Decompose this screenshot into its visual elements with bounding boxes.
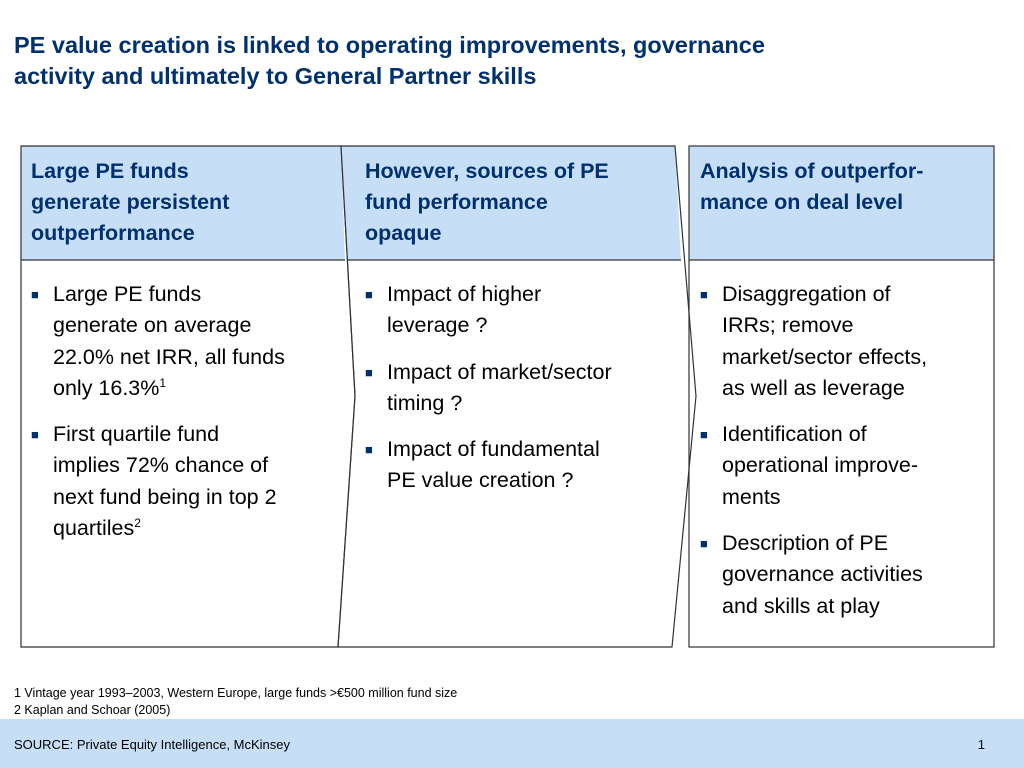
- column-1-header-line: generate persistent: [31, 190, 230, 214]
- page-title: PE value creation is linked to operating…: [14, 30, 1004, 92]
- bullet-text-line: leverage ?: [387, 313, 488, 338]
- bullet-text-line: First quartile fund: [53, 422, 220, 447]
- bullet-item: ■ Impact of higher leverage ?: [365, 279, 675, 342]
- bullet-text-line: 22.0% net IRR, all funds: [53, 344, 285, 369]
- bullet-text-line: timing ?: [387, 390, 463, 415]
- footnote-1: 1 Vintage year 1993–2003, Western Europe…: [14, 686, 458, 700]
- column-3-header-line: Analysis of outperfor-: [700, 159, 924, 183]
- column-2-bullet-list: ■ Impact of higher leverage ? ■ Impact o…: [365, 279, 675, 512]
- square-bullet-icon: ■: [365, 364, 373, 380]
- bullet-text-line: Impact of fundamental: [387, 437, 600, 462]
- page-title-line-1: PE value creation is linked to operating…: [14, 32, 765, 58]
- panel-2-outline: [337, 145, 697, 648]
- column-2-header-line: However, sources of PE: [365, 159, 609, 183]
- column-2-header-line: opaque: [365, 221, 442, 245]
- panel-1-header-fill: [21, 146, 345, 260]
- bullet-text-line: only 16.3%: [53, 375, 160, 400]
- footnote-marker: 2: [134, 515, 141, 530]
- bullet-text-line: and skills at play: [722, 593, 880, 618]
- column-3-bullet-list: ■ Disaggregation of IRRs; remove market/…: [700, 279, 995, 637]
- column-1-header-line: Large PE funds: [31, 159, 189, 183]
- bullet-item: ■ Large PE funds generate on average 22.…: [31, 279, 341, 404]
- square-bullet-icon: ■: [365, 287, 373, 302]
- bullet-text-line: Large PE funds: [53, 282, 202, 306]
- bullet-text-line: Disaggregation of: [722, 282, 891, 306]
- source-bar: SOURCE: Private Equity Intelligence, McK…: [0, 719, 1024, 768]
- bullet-text-line: quartiles: [53, 516, 135, 541]
- panel-2-header-fill: [341, 146, 681, 260]
- column-1-header-line: outperformance: [31, 221, 195, 245]
- bullet-text-line: generate on average: [53, 313, 252, 338]
- bullet-text-line: implies 72% chance of: [53, 453, 269, 478]
- bullet-text-line: market/sector effects,: [722, 344, 928, 369]
- bullet-text-line: operational improve-: [722, 453, 918, 478]
- bullet-text-line: IRRs; remove: [722, 313, 854, 338]
- footnote-2: 2 Kaplan and Schoar (2005): [14, 703, 171, 717]
- panel-3-header-fill: [689, 146, 994, 260]
- bullet-text-line: Impact of market/sector: [387, 359, 612, 384]
- square-bullet-icon: ■: [700, 536, 708, 552]
- bullet-text-line: next fund being in top 2: [53, 484, 277, 509]
- column-1-bullet-list: ■ Large PE funds generate on average 22.…: [31, 279, 341, 559]
- square-bullet-icon: ■: [700, 287, 708, 302]
- bullet-text-line: as well as leverage: [722, 375, 905, 400]
- page-title-line-2: activity and ultimately to General Partn…: [14, 63, 537, 89]
- column-2-header-line: fund performance: [365, 190, 548, 214]
- page-number: 1: [977, 737, 985, 752]
- column-3-header-line: mance on deal level: [700, 190, 904, 214]
- bullet-text-line: Impact of higher: [387, 282, 542, 306]
- bullet-item: ■ Disaggregation of IRRs; remove market/…: [700, 279, 995, 404]
- square-bullet-icon: ■: [31, 287, 39, 302]
- square-bullet-icon: ■: [365, 442, 373, 458]
- square-bullet-icon: ■: [700, 427, 708, 443]
- bullet-item: ■ Impact of fundamental PE value creatio…: [365, 434, 675, 497]
- bullet-text-line: governance activities: [722, 562, 923, 587]
- footnote-marker: 1: [159, 375, 167, 390]
- bullet-item: ■ Description of PE governance activitie…: [700, 528, 995, 622]
- source-text: SOURCE: Private Equity Intelligence, McK…: [14, 737, 290, 752]
- column-2-header: However, sources of PE fund performance …: [365, 156, 670, 249]
- bullet-item: ■ Identification of operational improve-…: [700, 419, 995, 513]
- footnotes: 1 Vintage year 1993–2003, Western Europe…: [14, 685, 457, 719]
- bullet-item: ■ Impact of market/sector timing ?: [365, 357, 675, 420]
- panel-3-outline: [688, 145, 995, 648]
- column-1-header: Large PE funds generate persistent outpe…: [31, 156, 336, 249]
- bullet-text-line: ments: [722, 484, 781, 509]
- bullet-text-line: PE value creation ?: [387, 468, 574, 493]
- bullet-text-line: Description of PE: [722, 531, 889, 556]
- bullet-text-line: Identification of: [722, 422, 867, 447]
- column-3-header: Analysis of outperfor- mance on deal lev…: [700, 156, 990, 218]
- square-bullet-icon: ■: [31, 427, 39, 443]
- bullet-item: ■ First quartile fund implies 72% chance…: [31, 419, 341, 544]
